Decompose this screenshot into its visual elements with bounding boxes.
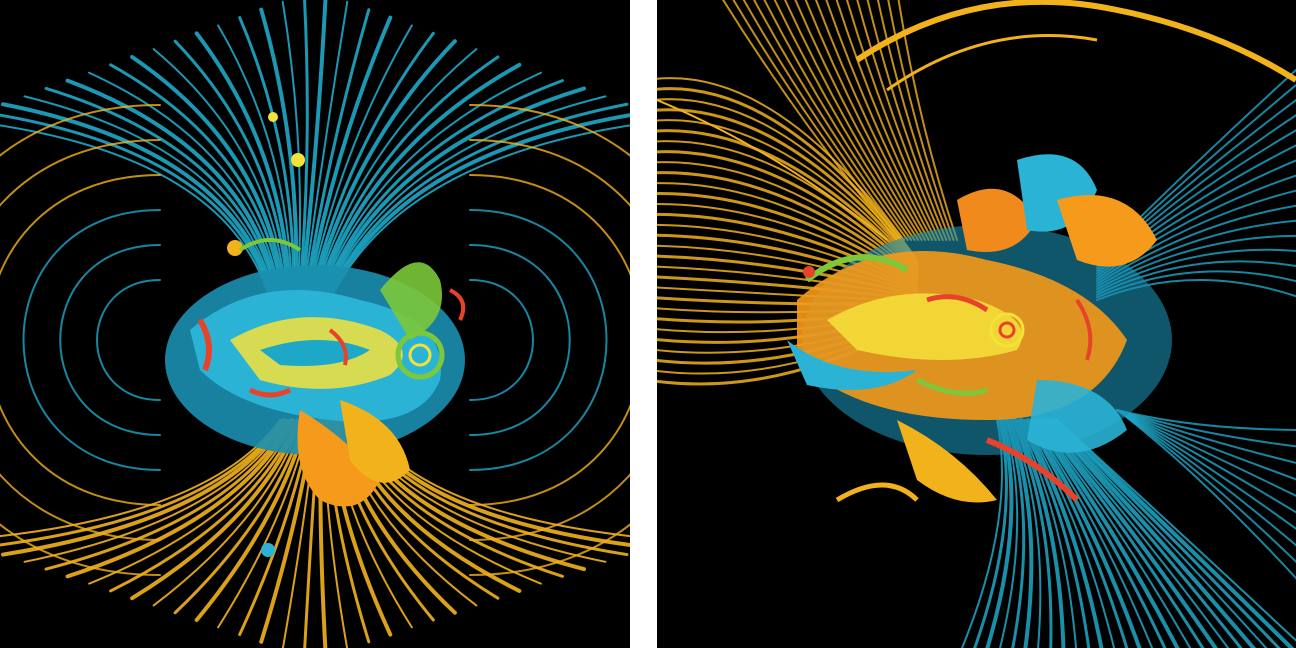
left-side-loops [0,104,630,576]
right-artwork-canvas [657,0,1296,648]
left-swirl-core [165,112,466,557]
left-artwork-canvas [0,0,630,648]
right-sweeping-arcs [657,0,1296,241]
right-artwork-panel [657,0,1296,648]
left-artwork-panel [0,0,630,648]
left-upper-field-lines [0,0,630,302]
right-swirl-core [787,154,1172,503]
